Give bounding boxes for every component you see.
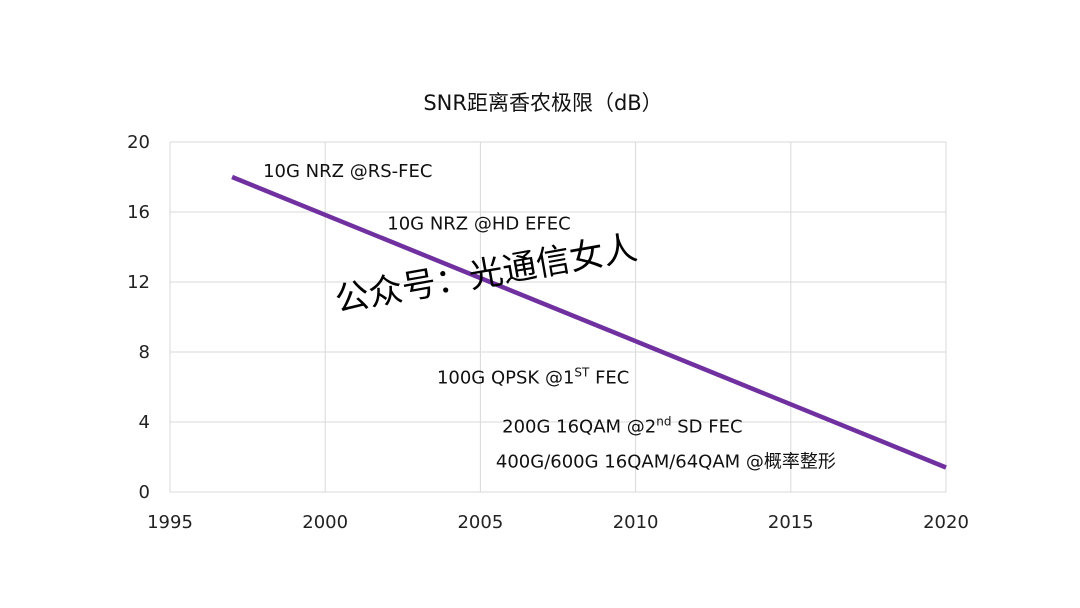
x-tick-label: 1995 [147,512,193,533]
grid [169,141,947,493]
annotation-text: 200G 16QAM @2 [502,417,656,438]
annotation-text-rest: FEC [589,368,629,389]
annotation-text-rest: SD FEC [671,417,742,438]
chart-title: SNR距离香农极限（dB） [423,91,662,115]
annotation-superscript: nd [656,415,671,429]
series [231,174,947,470]
annotation-text: 10G NRZ @RS-FEC [263,161,432,182]
x-tick-label: 2005 [457,512,503,533]
annotations: 10G NRZ @RS-FEC 10G NRZ @HD EFEC 100G QPSK… [263,161,836,473]
watermark: 公众号：光通信女人 [332,228,640,321]
x-tick-label: 2000 [302,512,348,533]
annotation-superscript: ST [574,366,590,380]
x-tick-label: 2010 [613,512,659,533]
annotation-text: 100G QPSK @1 [437,368,574,389]
annotation-label: 400G/600G 16QAM/64QAM @概率整形 [496,452,836,473]
x-tick-label: 2015 [768,512,814,533]
y-tick-label: 12 [127,272,150,293]
y-tick-label: 20 [127,132,150,153]
x-axis: 1995 2000 2005 2010 2015 2020 [147,512,969,533]
annotation-label: 100G QPSK @1ST FEC [437,366,629,389]
series-line [231,174,947,470]
y-tick-label: 16 [127,202,150,223]
y-axis: 0 4 8 12 16 20 [127,132,150,503]
annotation-label: 10G NRZ @RS-FEC [263,161,432,182]
y-tick-label: 0 [139,482,150,503]
y-tick-label: 8 [139,342,150,363]
annotation-text: 400G/600G 16QAM/64QAM @概率整形 [496,452,836,473]
annotation-label: 200G 16QAM @2nd SD FEC [502,415,742,438]
x-tick-label: 2020 [923,512,969,533]
annotation-text: 10G NRZ @HD EFEC [387,214,570,235]
annotation-label: 10G NRZ @HD EFEC [387,214,570,235]
y-tick-label: 4 [139,412,150,433]
